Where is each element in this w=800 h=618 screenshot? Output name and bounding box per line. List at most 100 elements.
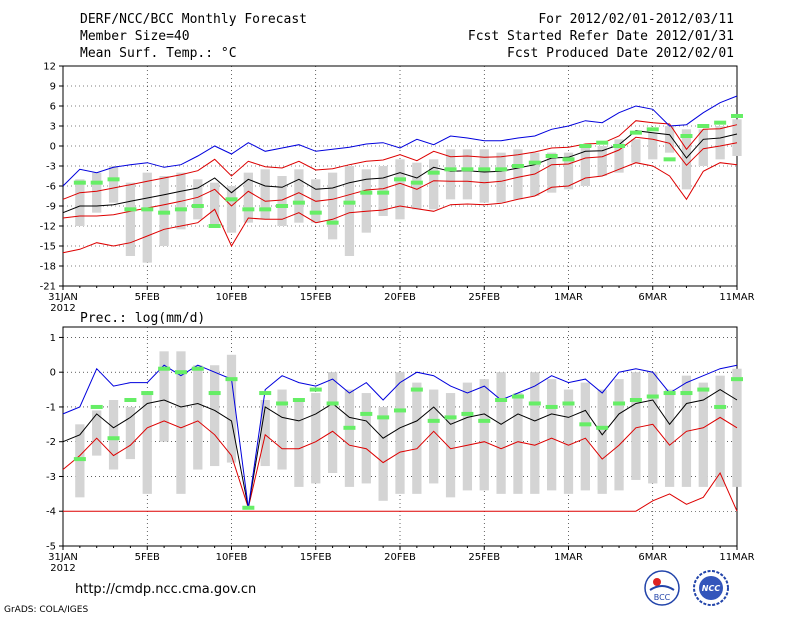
y-tick-label: -9: [46, 202, 56, 213]
member-size: Member Size=40: [80, 29, 190, 44]
observation-marker: [697, 124, 710, 128]
observation-marker: [292, 200, 305, 205]
spread-box: [445, 393, 456, 498]
observation-marker: [343, 425, 356, 430]
x-tick-label: 1MAR: [554, 292, 583, 303]
spread-box: [412, 382, 422, 494]
observation-marker: [141, 207, 154, 212]
x-tick-label: 11MAR: [719, 552, 754, 563]
spread-box: [210, 365, 220, 467]
observation-marker: [663, 391, 676, 396]
spread-box: [614, 139, 624, 173]
observation-marker: [511, 394, 524, 399]
spread-box: [311, 393, 321, 484]
x-tick-label: 5FEB: [135, 552, 160, 563]
bcc-logo-text: BCC: [654, 593, 671, 602]
spread-box: [92, 172, 102, 213]
observation-marker: [511, 164, 524, 168]
observation-marker: [680, 134, 693, 138]
spread-box: [597, 146, 607, 176]
y-tick-label: 6: [50, 102, 56, 113]
x-tick-label: 31JAN: [48, 292, 78, 303]
observation-marker: [208, 224, 221, 228]
ncc-logo: NCC: [693, 570, 729, 606]
spread-box: [445, 149, 456, 200]
footer-url[interactable]: http://cmdp.ncc.cma.gov.cn: [75, 582, 257, 597]
observation-marker: [276, 204, 289, 208]
observation-marker: [394, 177, 406, 182]
observation-marker: [478, 167, 491, 172]
y-tick-label: 1: [50, 333, 56, 344]
x-tick-label: 6MAR: [638, 292, 667, 303]
lower-line: [62, 416, 738, 510]
observation-marker: [259, 391, 272, 396]
spread-box: [429, 159, 439, 210]
observation-marker: [377, 415, 390, 420]
bcc-logo: BCC: [644, 570, 680, 606]
spread-box: [698, 382, 708, 487]
spread-box: [496, 152, 506, 203]
observation-marker: [646, 394, 659, 399]
observation-marker: [90, 180, 103, 185]
observation-marker: [613, 144, 626, 148]
spread-box: [732, 368, 742, 487]
observation-marker: [495, 398, 508, 402]
spread-box: [513, 393, 523, 494]
x-tick-label: 5FEB: [135, 292, 160, 303]
spread-box: [108, 400, 119, 470]
spread-box: [75, 179, 85, 226]
spread-box: [226, 354, 237, 463]
spread-box: [563, 389, 574, 494]
spread-box: [361, 169, 371, 233]
fcst-produced-date: Fcst Produced Date 2012/02/01: [507, 46, 734, 61]
spread-box: [681, 129, 692, 190]
observation-marker: [326, 220, 339, 225]
mean-line: [62, 389, 738, 508]
x-tick-label: 25FEB: [468, 552, 500, 563]
x-year-label: 2012: [50, 563, 75, 574]
spread-box: [547, 379, 557, 491]
observation-marker: [596, 425, 609, 430]
observation-marker: [646, 127, 659, 132]
observation-marker: [208, 391, 221, 396]
observation-marker: [461, 167, 474, 172]
upper-mid-line: [62, 120, 738, 200]
y-tick-label: 9: [50, 82, 56, 93]
spread-box: [732, 119, 742, 156]
observation-marker: [276, 401, 289, 406]
observation-marker: [444, 415, 457, 420]
spread-box: [631, 372, 641, 480]
observation-marker: [613, 401, 626, 406]
spread-box: [614, 379, 624, 491]
observation-marker: [158, 366, 171, 371]
observation-marker: [73, 180, 86, 185]
spread-box: [243, 172, 253, 223]
observation-marker: [124, 207, 137, 212]
spread-box: [715, 126, 725, 160]
spread-box: [395, 372, 405, 494]
mean-line: [62, 130, 738, 214]
observation-marker: [360, 190, 373, 195]
observation-marker: [545, 154, 558, 158]
spread-box: [210, 182, 220, 226]
spread-box: [344, 166, 355, 256]
spread-box: [664, 126, 675, 153]
spread-box: [479, 379, 489, 491]
spread-box: [277, 176, 287, 226]
y-tick-label: 0: [50, 142, 56, 153]
spread-box: [260, 400, 270, 467]
x-tick-label: 10FEB: [216, 292, 248, 303]
observation-marker: [579, 144, 592, 148]
observation-marker: [562, 401, 575, 406]
observation-marker: [680, 391, 693, 396]
observation-marker: [528, 160, 541, 165]
x-tick-label: 1MAR: [554, 552, 583, 563]
spread-box: [597, 389, 607, 494]
x-tick-label: 6MAR: [638, 552, 667, 563]
observation-marker: [427, 418, 440, 423]
fcst-started-date: Fcst Started Refer Date 2012/01/31: [467, 29, 734, 44]
precip-variable-label: Prec.: log(mm/d): [80, 311, 205, 326]
spread-box: [547, 152, 557, 193]
